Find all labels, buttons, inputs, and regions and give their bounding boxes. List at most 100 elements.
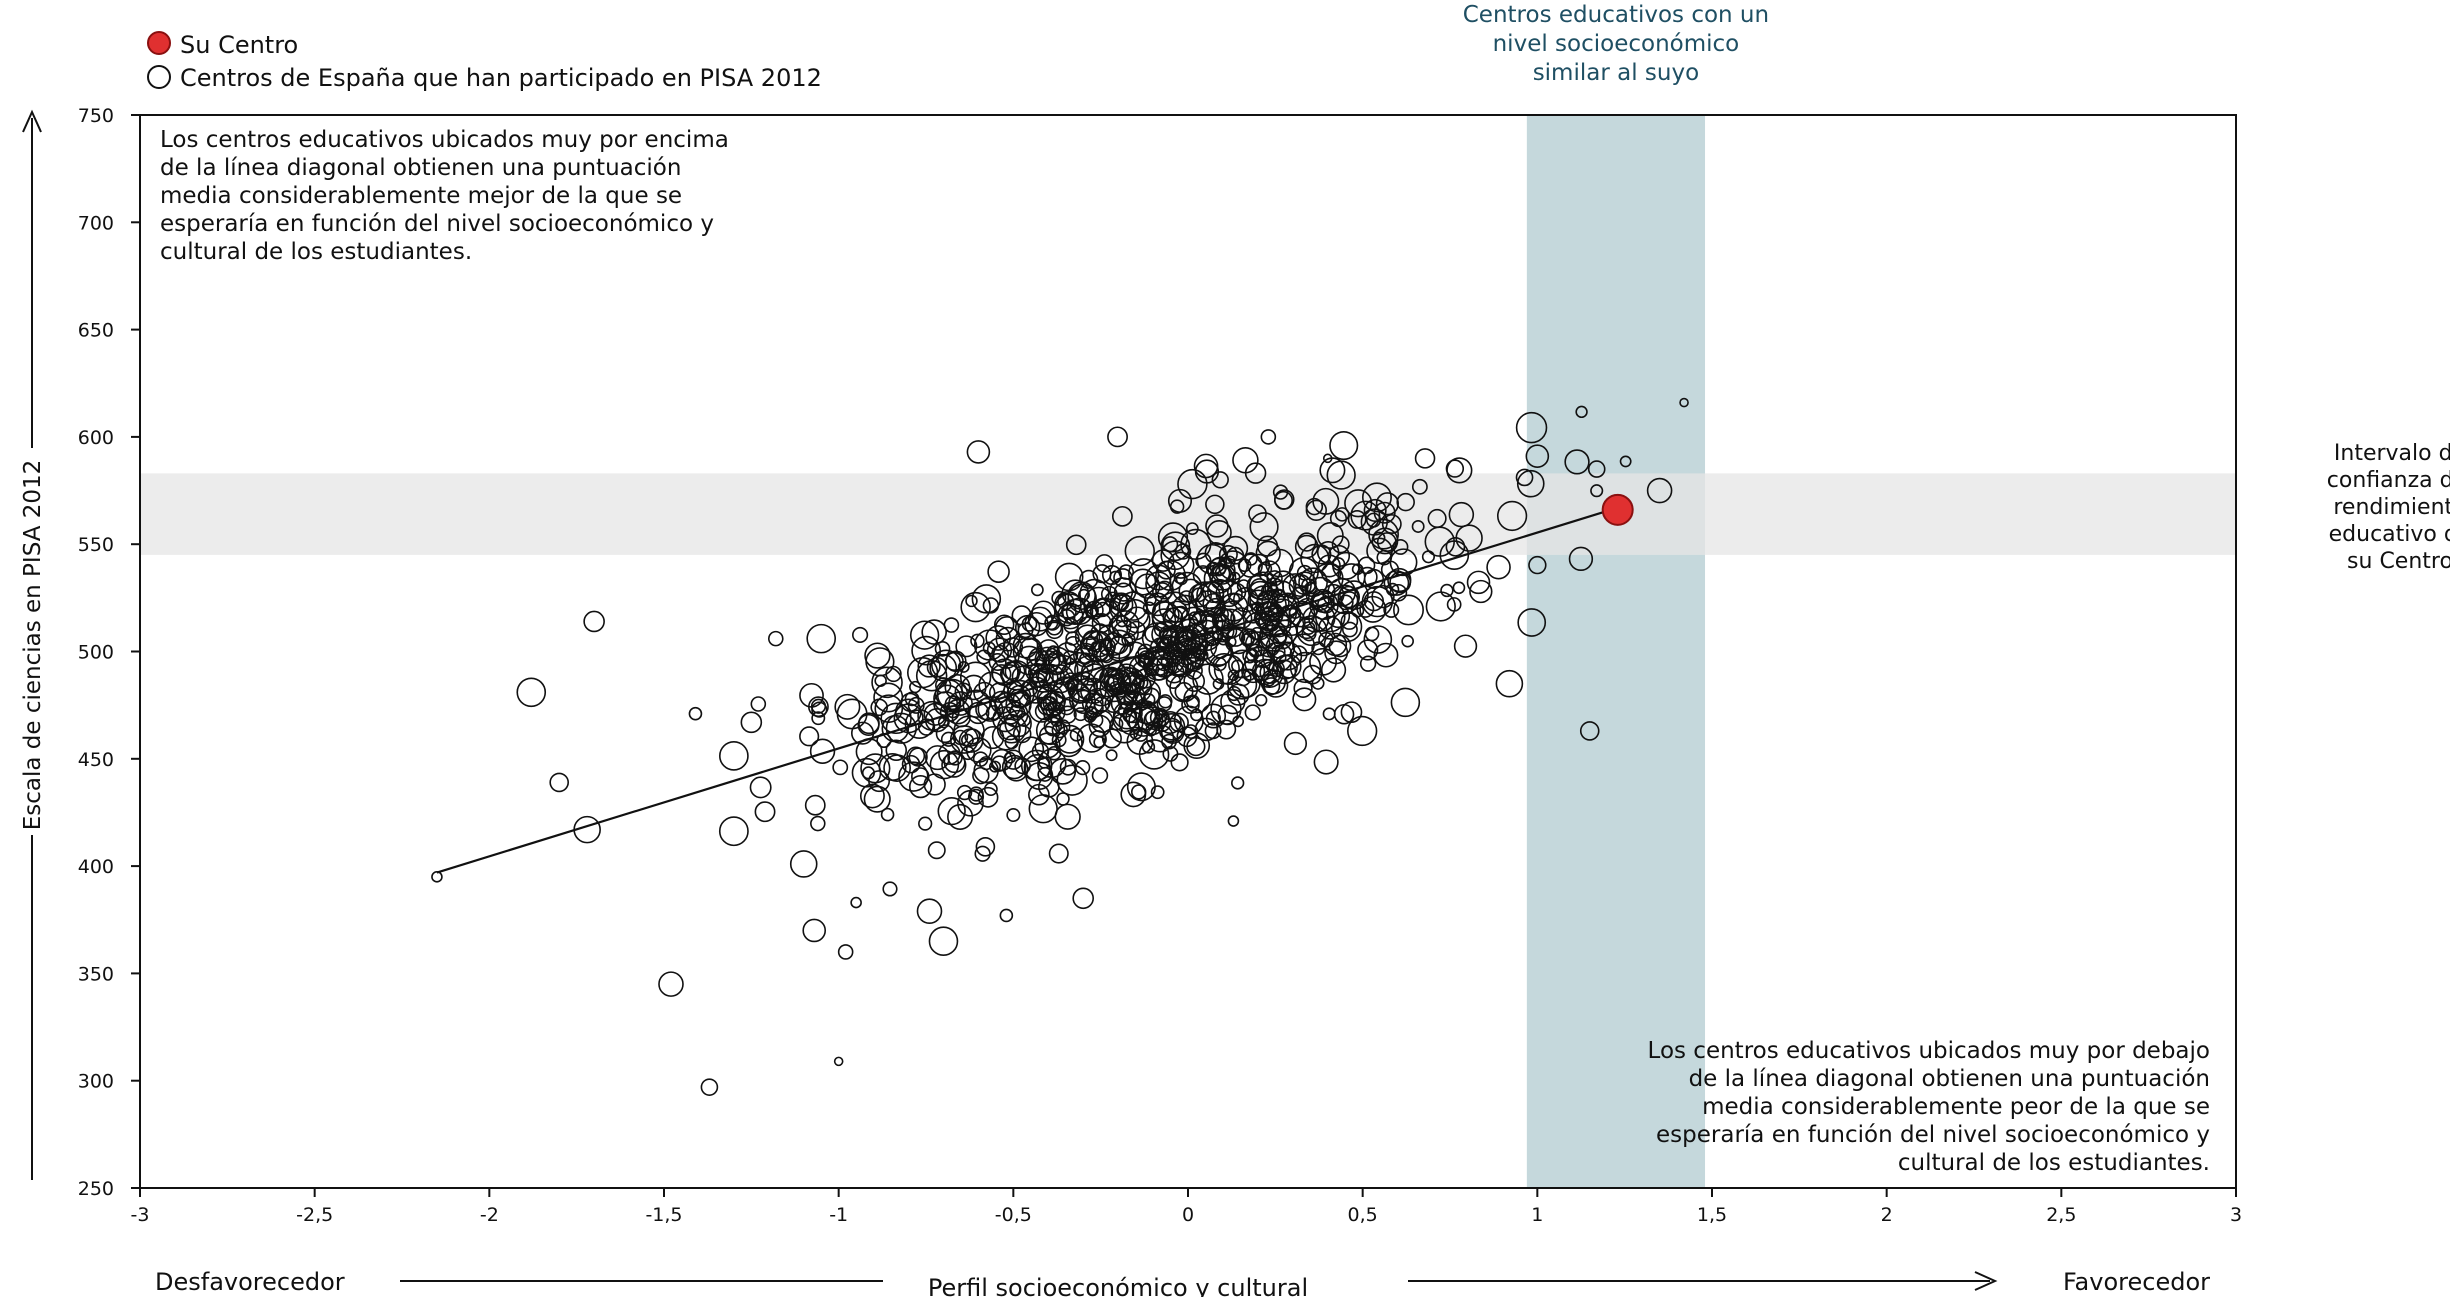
school-point bbox=[1401, 634, 1414, 648]
school-point bbox=[1262, 641, 1294, 673]
school-point bbox=[1156, 560, 1176, 580]
school-point bbox=[1163, 662, 1185, 684]
school-point bbox=[1427, 508, 1447, 529]
school-point bbox=[1194, 717, 1219, 742]
school-point bbox=[1253, 649, 1273, 669]
school-point bbox=[1313, 749, 1339, 775]
school-point bbox=[1322, 707, 1336, 721]
school-point bbox=[1469, 579, 1493, 604]
school-point bbox=[1051, 721, 1068, 739]
school-point bbox=[1129, 568, 1157, 596]
school-point bbox=[1218, 544, 1238, 564]
school-point bbox=[1363, 591, 1385, 612]
school-point bbox=[1158, 591, 1191, 623]
school-point bbox=[1305, 499, 1327, 522]
similar-band-label-line: nivel socioeconómico bbox=[1493, 31, 1740, 57]
school-point bbox=[1111, 610, 1140, 639]
school-point bbox=[1232, 715, 1245, 728]
y-tick-label: 350 bbox=[78, 963, 114, 985]
school-point bbox=[1131, 675, 1152, 696]
x-tick-label: -2 bbox=[480, 1204, 499, 1226]
school-point bbox=[750, 696, 767, 712]
school-point bbox=[1295, 617, 1318, 640]
confidence-band-label-line: rendimiento bbox=[2333, 495, 2450, 520]
school-point bbox=[1072, 887, 1094, 910]
x-tick-label: -2,5 bbox=[296, 1204, 333, 1226]
school-point bbox=[431, 871, 443, 883]
school-point bbox=[1060, 604, 1077, 620]
school-point bbox=[767, 630, 784, 647]
school-point bbox=[789, 850, 818, 878]
school-point bbox=[1196, 543, 1228, 575]
x-axis-title: Perfil socioeconómico y cultural bbox=[928, 1274, 1308, 1297]
school-point bbox=[955, 635, 978, 658]
school-point bbox=[956, 784, 973, 801]
school-point bbox=[861, 766, 875, 780]
school-point bbox=[811, 701, 828, 718]
school-point bbox=[1035, 715, 1066, 746]
annotation-bottom-line: media considerablemente peor de la que s… bbox=[1702, 1094, 2210, 1120]
school-point bbox=[1317, 595, 1335, 614]
school-point bbox=[1047, 653, 1068, 674]
school-point bbox=[927, 841, 946, 860]
school-point bbox=[1109, 716, 1124, 731]
school-point bbox=[1047, 701, 1062, 716]
school-point bbox=[1109, 570, 1122, 583]
school-point bbox=[1260, 582, 1280, 601]
school-point bbox=[936, 678, 969, 711]
school-point bbox=[868, 770, 891, 793]
school-point bbox=[882, 881, 898, 897]
school-point bbox=[1230, 607, 1253, 630]
y-tick-label: 550 bbox=[78, 534, 114, 556]
school-point bbox=[1344, 489, 1373, 518]
points-layer bbox=[431, 397, 1689, 1096]
school-point bbox=[1232, 447, 1259, 474]
school-point bbox=[806, 623, 837, 654]
school-point bbox=[1322, 453, 1333, 464]
school-point bbox=[1150, 785, 1165, 800]
school-point bbox=[977, 786, 999, 808]
school-point bbox=[1048, 843, 1069, 864]
school-point bbox=[974, 845, 991, 862]
school-point bbox=[999, 664, 1020, 685]
confidence-band-label-line: confianza del bbox=[2327, 468, 2450, 493]
school-point bbox=[549, 772, 570, 793]
school-point bbox=[1202, 637, 1232, 668]
school-point bbox=[982, 597, 1000, 614]
school-point bbox=[941, 752, 967, 778]
school-point bbox=[907, 696, 925, 714]
school-point bbox=[1359, 655, 1377, 672]
y-axis-title: Escala de ciencias en PISA 2012 bbox=[20, 460, 46, 831]
x-axis-right-arrow-head bbox=[1974, 1271, 1998, 1291]
school-point bbox=[1220, 688, 1246, 715]
school-point bbox=[1083, 586, 1115, 618]
school-point bbox=[880, 807, 895, 822]
school-point bbox=[1329, 430, 1359, 461]
school-point bbox=[1288, 600, 1316, 628]
school-point bbox=[1257, 631, 1275, 649]
school-point bbox=[1331, 535, 1350, 554]
school-point bbox=[1011, 665, 1034, 688]
school-point bbox=[1044, 614, 1061, 631]
school-point bbox=[1226, 686, 1242, 702]
school-point bbox=[1341, 621, 1358, 638]
school-point bbox=[1054, 803, 1081, 830]
school-point bbox=[1150, 663, 1168, 681]
y-tick-label: 450 bbox=[78, 749, 114, 771]
school-point bbox=[983, 782, 998, 796]
school-point bbox=[991, 722, 1021, 751]
school-point bbox=[965, 594, 978, 608]
school-point bbox=[851, 757, 882, 788]
school-point bbox=[1390, 687, 1421, 718]
school-point bbox=[718, 816, 749, 847]
school-point bbox=[1067, 583, 1097, 614]
annotation-bottom-line: de la línea diagonal obtienen una puntua… bbox=[1689, 1066, 2210, 1092]
x-tick-label: -3 bbox=[131, 1204, 150, 1226]
school-point bbox=[960, 591, 991, 623]
school-point bbox=[911, 635, 942, 666]
school-point bbox=[1568, 546, 1594, 572]
school-point bbox=[945, 650, 967, 673]
school-point bbox=[976, 649, 992, 665]
school-point bbox=[1118, 641, 1150, 673]
school-point bbox=[1075, 760, 1091, 776]
